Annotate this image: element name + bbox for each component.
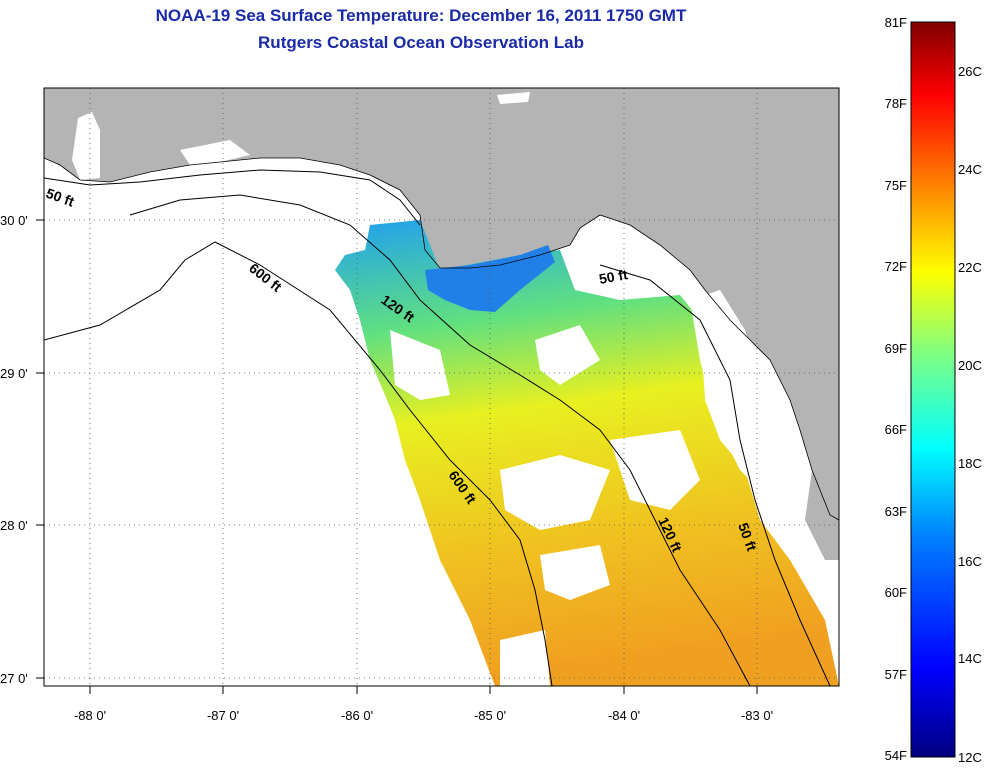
mobile-bay <box>72 112 100 180</box>
cloud-gap-7 <box>690 290 790 500</box>
colorbar-f-label: 66F <box>885 422 907 437</box>
contour-50ft-east <box>599 264 831 686</box>
cloud-gap-4 <box>610 430 700 510</box>
colorbar-c-label: 12C <box>958 750 982 765</box>
colorbar-f-label: 72F <box>885 259 907 274</box>
colorbar-c-label: 26C <box>958 64 982 79</box>
contour-600ft <box>44 241 553 686</box>
colorbar-f-label: 54F <box>885 748 907 763</box>
cloud-gap-6 <box>500 630 550 686</box>
colorbar-f-label: 69F <box>885 341 907 356</box>
land-mass <box>44 88 839 520</box>
contour-label: 50 ft <box>598 266 629 287</box>
cloud-gap-1 <box>390 330 450 400</box>
coastal-bays <box>180 140 250 165</box>
cloud-gap-5 <box>540 545 610 600</box>
colorbar-f-label: 75F <box>885 178 907 193</box>
cloud-gap-3 <box>500 455 610 530</box>
colorbar-f-label: 57F <box>885 667 907 682</box>
lon-tick-label: -87 0' <box>207 708 239 723</box>
contour-120ft <box>129 194 751 686</box>
colorbar-c-label: 20C <box>958 358 982 373</box>
lon-tick-label: -85 0' <box>474 708 506 723</box>
contour-50ft-north <box>44 169 421 226</box>
colorbar-c-label: 24C <box>958 162 982 177</box>
colorbar-f-label: 60F <box>885 585 907 600</box>
colorbar-f-label: 78F <box>885 96 907 111</box>
colorbar-c-label: 16C <box>958 554 982 569</box>
lake-north <box>497 92 530 104</box>
lon-tick-label: -88 0' <box>74 708 106 723</box>
colorbar <box>910 21 956 758</box>
colorbar-c-label: 14C <box>958 651 982 666</box>
colorbar-c-label: 18C <box>958 456 982 471</box>
colorbar-c-label: 22C <box>958 260 982 275</box>
cloud-gap-2 <box>535 325 600 385</box>
map-panel <box>44 88 839 686</box>
map-title: NOAA-19 Sea Surface Temperature: Decembe… <box>155 6 687 25</box>
lat-tick-label: 30 0' <box>0 213 28 228</box>
colorbar-f-label: 63F <box>885 504 907 519</box>
map-subtitle: Rutgers Coastal Ocean Observation Lab <box>258 33 584 52</box>
colorbar-f-label: 81F <box>885 15 907 30</box>
coastline <box>44 157 839 521</box>
map-frame <box>43 87 840 687</box>
lat-tick-label: 28 0' <box>0 518 28 533</box>
lon-tick-label: -86 0' <box>341 708 373 723</box>
lon-tick-label: -83 0' <box>741 708 773 723</box>
lat-tick-label: 29 0' <box>0 366 28 381</box>
lat-tick-label: 27 0' <box>0 671 28 686</box>
florida-peninsula-edge <box>805 470 839 560</box>
lon-tick-label: -84 0' <box>608 708 640 723</box>
